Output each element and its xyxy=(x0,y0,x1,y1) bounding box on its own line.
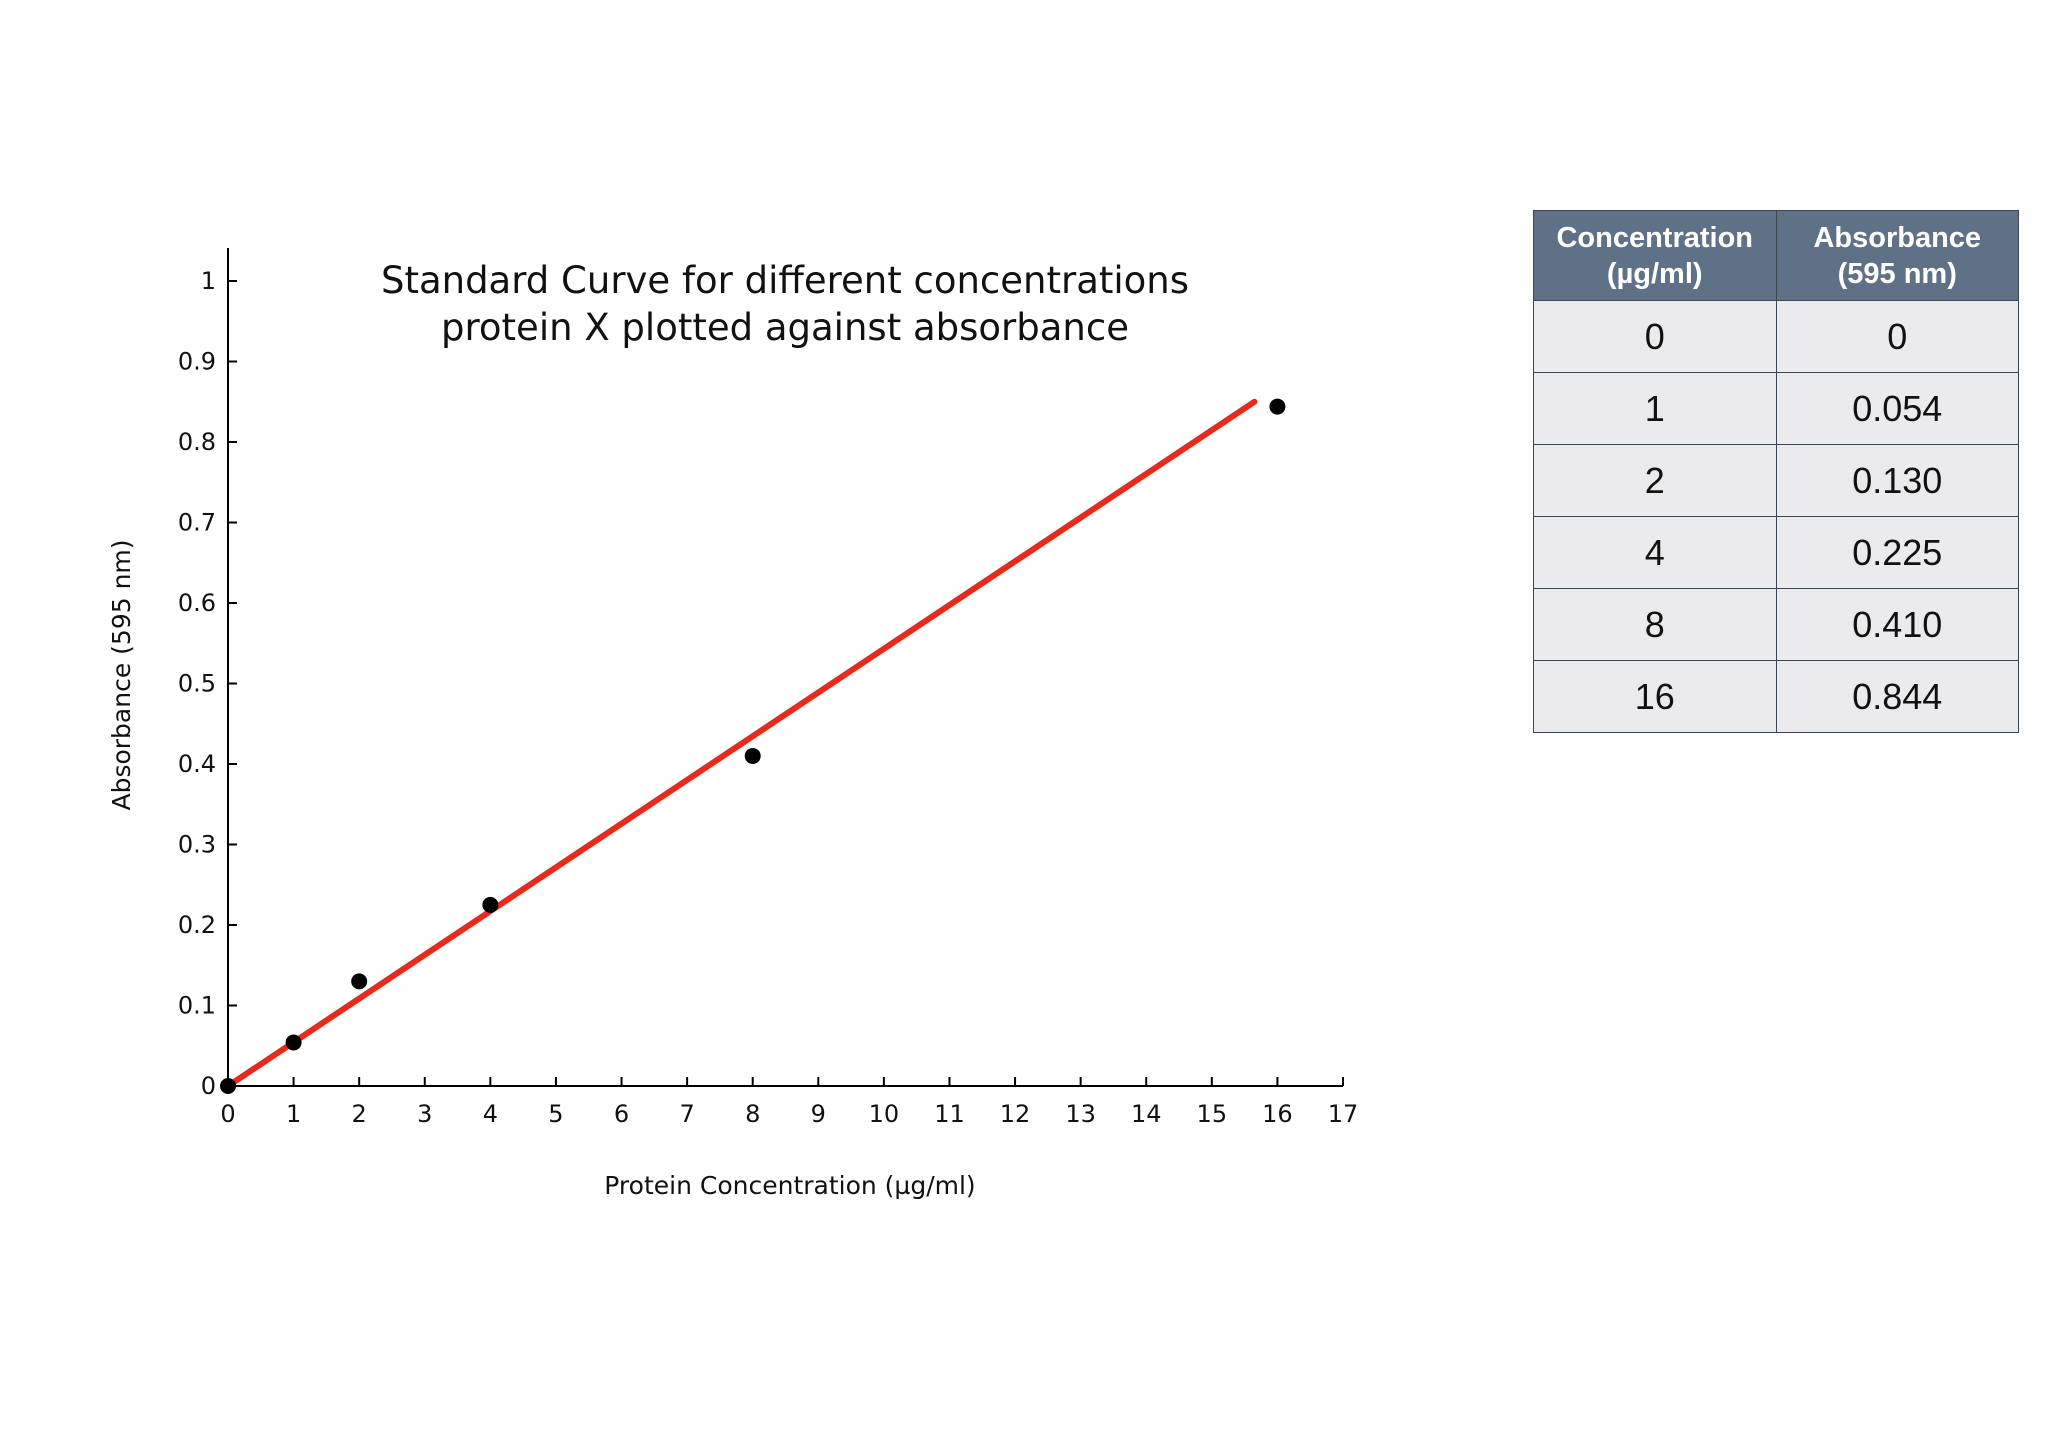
header-concentration-line-1: Concentration xyxy=(1556,221,1754,254)
x-axis-label: Protein Concentration (µg/ml) xyxy=(604,1171,975,1200)
header-absorbance-line-2: (595 nm) xyxy=(1837,257,1957,290)
cell-concentration: 0 xyxy=(1533,300,1777,373)
data-points xyxy=(220,398,1286,1094)
y-tick-label: 0.8 xyxy=(178,428,216,456)
cell-absorbance: 0.225 xyxy=(1775,516,2019,589)
header-concentration-line-2: (µg/ml) xyxy=(1606,257,1703,290)
chart-title-line: Standard Curve for different concentrati… xyxy=(381,259,1189,302)
standard-curve-chart: Standard Curve for different concentrati… xyxy=(107,248,1358,1200)
x-tick-label: 17 xyxy=(1328,1100,1359,1128)
y-tick-label: 0.6 xyxy=(178,589,216,617)
x-tick-label: 14 xyxy=(1131,1100,1162,1128)
cell-absorbance: 0 xyxy=(1775,300,2019,373)
data-point xyxy=(482,896,499,913)
x-tick-label: 15 xyxy=(1197,1100,1228,1128)
y-tick-label: 0.2 xyxy=(178,911,216,939)
table-row: 8 0.410 xyxy=(1533,588,2019,661)
x-tick-label: 10 xyxy=(869,1100,900,1128)
cell-concentration: 4 xyxy=(1533,516,1777,589)
x-tick-label: 9 xyxy=(811,1100,826,1128)
x-tick-label: 16 xyxy=(1262,1100,1293,1128)
cell-concentration: 16 xyxy=(1533,660,1777,733)
chart-canvas: Standard Curve for different concentrati… xyxy=(107,248,1358,1200)
cell-absorbance: 0.844 xyxy=(1775,660,2019,733)
x-tick-label: 11 xyxy=(934,1100,965,1128)
y-tick-label: 0.3 xyxy=(178,831,216,859)
x-tick-label: 8 xyxy=(745,1100,760,1128)
table-row: 4 0.225 xyxy=(1533,516,2019,589)
chart-title-line: protein X plotted against absorbance xyxy=(441,306,1129,349)
table-row: 16 0.844 xyxy=(1533,660,2019,733)
trendline xyxy=(225,398,1258,1089)
x-tick-label: 2 xyxy=(352,1100,367,1128)
cell-concentration: 2 xyxy=(1533,444,1777,517)
data-point xyxy=(1269,398,1286,415)
y-tick-label: 0.4 xyxy=(178,750,216,778)
table-row: 2 0.130 xyxy=(1533,444,2019,517)
x-tick-label: 7 xyxy=(679,1100,694,1128)
x-tick-label: 13 xyxy=(1065,1100,1096,1128)
y-axis-ticks: 0 0.1 0.2 0.3 0.4 0.5 0.6 0.7 0.8 0.9 1 xyxy=(178,267,237,1100)
y-tick-label: 0.5 xyxy=(178,670,216,698)
cell-absorbance: 0.410 xyxy=(1775,588,2019,661)
data-point xyxy=(285,1034,302,1051)
cell-absorbance: 0.054 xyxy=(1775,372,2019,445)
chart-title: Standard Curve for different concentrati… xyxy=(381,259,1189,349)
y-tick-label: 1 xyxy=(201,267,216,295)
header-concentration: Concentration (µg/ml) xyxy=(1533,210,1777,301)
cell-absorbance: 0.130 xyxy=(1775,444,2019,517)
cell-concentration: 8 xyxy=(1533,588,1777,661)
x-tick-label: 0 xyxy=(220,1100,235,1128)
y-tick-label: 0.7 xyxy=(178,509,216,537)
x-tick-label: 4 xyxy=(483,1100,498,1128)
chart-axes xyxy=(227,248,1343,1087)
y-axis-label: Absorbance (595 nm) xyxy=(107,539,136,810)
concentration-absorbance-table: Concentration (µg/ml) Absorbance (595 nm… xyxy=(1533,210,2019,733)
data-point xyxy=(351,973,368,990)
x-tick-label: 6 xyxy=(614,1100,629,1128)
y-tick-label: 0.1 xyxy=(178,992,216,1020)
header-absorbance: Absorbance (595 nm) xyxy=(1775,210,2019,301)
table-row: 1 0.054 xyxy=(1533,372,2019,445)
x-tick-label: 1 xyxy=(286,1100,301,1128)
data-point xyxy=(744,747,761,764)
table-row: 0 0 xyxy=(1533,300,2019,373)
header-absorbance-line-1: Absorbance xyxy=(1813,221,1982,254)
table-header-row: Concentration (µg/ml) Absorbance (595 nm… xyxy=(1533,210,2019,301)
cell-concentration: 1 xyxy=(1533,372,1777,445)
trendline-group xyxy=(225,398,1258,1089)
x-tick-label: 3 xyxy=(417,1100,432,1128)
x-axis-ticks: 0 1 2 3 4 5 6 7 8 9 10 11 12 13 14 15 16 17 xyxy=(220,1077,1358,1128)
y-tick-label: 0 xyxy=(201,1072,216,1100)
x-tick-label: 12 xyxy=(1000,1100,1031,1128)
data-point xyxy=(220,1078,236,1094)
y-tick-label: 0.9 xyxy=(178,348,216,376)
x-tick-label: 5 xyxy=(548,1100,563,1128)
